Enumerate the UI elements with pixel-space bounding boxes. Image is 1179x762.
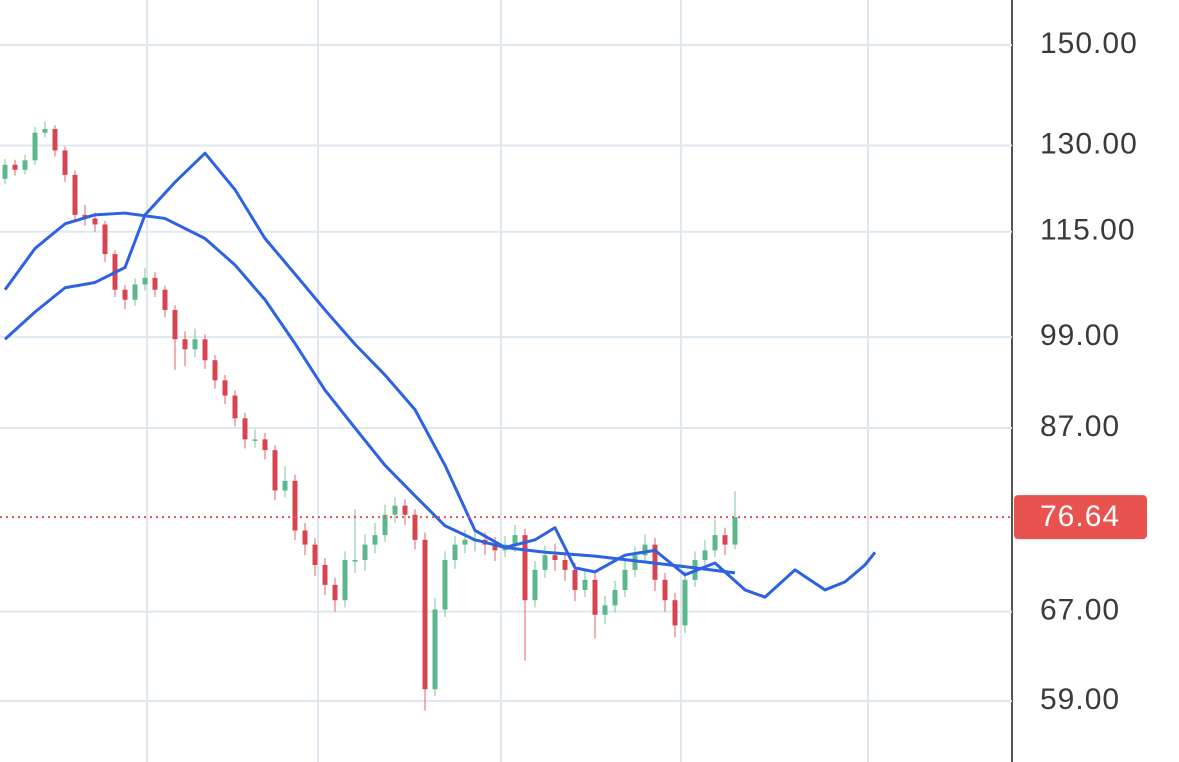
candle-body bbox=[432, 609, 438, 690]
candle-body bbox=[162, 289, 168, 310]
candle-body bbox=[452, 544, 458, 561]
y-tick-label: 87.00 bbox=[1040, 410, 1120, 443]
y-tick-label: 115.00 bbox=[1040, 214, 1136, 247]
candle-body bbox=[172, 309, 178, 340]
candle-body bbox=[252, 439, 258, 441]
last-price-label: 76.64 bbox=[1040, 500, 1120, 533]
candle-body bbox=[92, 218, 98, 225]
candle-body bbox=[672, 600, 678, 626]
candle-body bbox=[582, 579, 588, 590]
candle-body bbox=[572, 569, 578, 590]
candle-body bbox=[522, 535, 528, 601]
candle-body bbox=[642, 544, 648, 556]
candle-body bbox=[312, 544, 318, 565]
candle-body bbox=[192, 339, 198, 350]
candle-body bbox=[632, 555, 638, 570]
y-tick-label: 130.00 bbox=[1040, 127, 1138, 160]
candle-body bbox=[532, 569, 538, 601]
y-tick-label: 99.00 bbox=[1040, 319, 1120, 352]
candle-body bbox=[262, 439, 268, 451]
candle-body bbox=[2, 164, 8, 179]
candle-body bbox=[62, 150, 68, 175]
candle-body bbox=[42, 128, 48, 133]
candle-body bbox=[462, 539, 468, 545]
candle-body bbox=[602, 605, 608, 615]
candle-body bbox=[392, 505, 398, 515]
candle-body bbox=[362, 544, 368, 561]
candle-body bbox=[282, 480, 288, 491]
candle-body bbox=[32, 132, 38, 161]
candle-body bbox=[542, 555, 548, 570]
candle-body bbox=[592, 579, 598, 615]
candle-body bbox=[272, 450, 278, 491]
candle-body bbox=[402, 505, 408, 515]
candle-body bbox=[352, 560, 358, 562]
candle-body bbox=[12, 164, 18, 170]
moving-average-line bbox=[3, 211, 736, 575]
candle-body bbox=[682, 579, 688, 626]
candle-body bbox=[232, 395, 238, 419]
candle-body bbox=[702, 550, 708, 561]
candle-body bbox=[332, 584, 338, 601]
candle-body bbox=[732, 517, 738, 545]
candle-body bbox=[122, 289, 128, 300]
candle-body bbox=[322, 564, 328, 585]
vertical-grid bbox=[146, 0, 869, 762]
candle-body bbox=[202, 339, 208, 361]
candle-body bbox=[552, 555, 558, 561]
candle-body bbox=[372, 535, 378, 545]
candle-body bbox=[512, 535, 518, 545]
y-tick-label: 59.00 bbox=[1040, 683, 1120, 716]
candle-body bbox=[622, 569, 628, 590]
candle-body bbox=[612, 589, 618, 606]
candle-body bbox=[722, 535, 728, 545]
candle-body bbox=[712, 535, 718, 551]
candle-body bbox=[102, 224, 108, 255]
candle-body bbox=[132, 284, 138, 300]
candle-body bbox=[52, 128, 58, 151]
candle-body bbox=[142, 277, 148, 285]
candle-body bbox=[222, 380, 228, 396]
candle-body bbox=[212, 360, 218, 381]
candle-body bbox=[292, 480, 298, 531]
moving-average-line bbox=[3, 151, 877, 599]
candle-body bbox=[382, 514, 388, 536]
candle-body bbox=[442, 560, 448, 610]
y-tick-label: 150.00 bbox=[1040, 27, 1138, 60]
candle-body bbox=[562, 560, 568, 570]
candle-body bbox=[152, 277, 158, 290]
last-price-box bbox=[1014, 495, 1147, 540]
candle-body bbox=[412, 514, 418, 540]
candle-body bbox=[662, 579, 668, 601]
y-tick-label: 67.00 bbox=[1040, 594, 1120, 627]
candle-body bbox=[302, 530, 308, 545]
candle-body bbox=[182, 339, 188, 350]
candle-body bbox=[242, 418, 248, 440]
candle-body bbox=[342, 560, 348, 601]
candle-body bbox=[422, 539, 428, 690]
candle-body bbox=[72, 174, 78, 215]
candle-body bbox=[22, 160, 28, 170]
candle-body bbox=[492, 544, 498, 551]
